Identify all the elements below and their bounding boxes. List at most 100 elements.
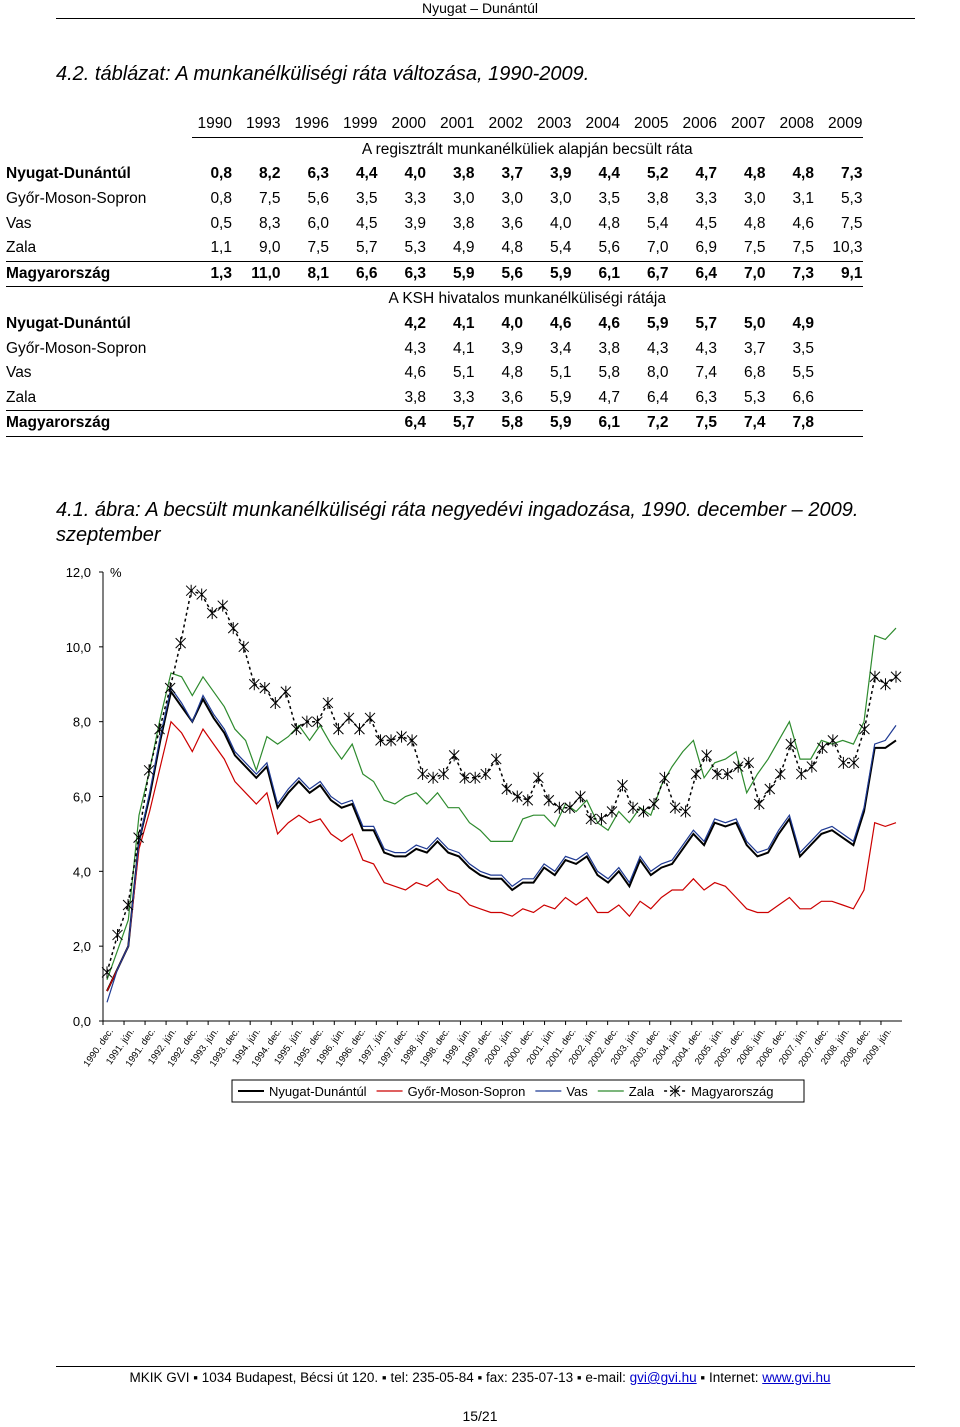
table-cell: 7,5 [307, 239, 329, 257]
data-point [659, 771, 670, 784]
table-cell [192, 361, 232, 386]
year-header: 2006 [668, 112, 717, 138]
table-cell: 4,7 [598, 388, 620, 406]
row-label: Magyarország [6, 410, 192, 437]
data-point [838, 756, 849, 769]
data-point [648, 797, 660, 810]
legend-label: Zala [629, 1084, 655, 1099]
table-cell: 5,9 [549, 388, 572, 406]
footer-internet-label: ▪ Internet: [696, 1370, 763, 1385]
table-cell: 3,6 [501, 214, 523, 232]
table-cell: 7,5 [792, 239, 814, 257]
table-cell [280, 410, 329, 437]
data-point [890, 670, 902, 683]
table-section-row: A regisztrált munkanélküliek alapján bec… [6, 137, 863, 162]
data-point [722, 768, 734, 781]
table-cell: 3,3 [695, 190, 717, 208]
data-point [606, 805, 618, 818]
data-point [396, 730, 407, 743]
data-point [711, 768, 723, 781]
table-cell [232, 336, 281, 361]
table-cell: 3,8 [404, 388, 426, 406]
table-row: Magyarország 1,3 11,0 8,1 6,6 6,3 5,9 5,6 5,9 6,1… [6, 260, 863, 288]
table-cell: 4,3 [404, 339, 426, 357]
series-line [106, 689, 897, 992]
table-cell: 6,7 [620, 260, 669, 288]
data-point [112, 928, 123, 941]
data-point [406, 734, 418, 747]
table-cell [281, 361, 330, 386]
table-cell: 7,4 [695, 364, 717, 382]
data-point [438, 768, 449, 781]
data-point [217, 599, 229, 612]
y-tick-label: 12,0 [66, 565, 91, 580]
series-line [106, 627, 897, 981]
table-cell: 7,5 [258, 190, 281, 208]
data-point [143, 764, 155, 777]
table-cell: 3,0 [549, 190, 572, 208]
table-cell: 4,8 [598, 214, 620, 232]
data-point [322, 696, 334, 709]
table-cell: 3,8 [598, 339, 620, 357]
legend-label: Győr-Moson-Sopron [408, 1084, 526, 1099]
page-number: 15/21 [462, 1408, 498, 1424]
website-link[interactable]: www.gvi.hu [762, 1370, 831, 1385]
unemployment-chart: 0,02,04,06,08,010,012,0 %1990. dec.1991. … [66, 565, 902, 1103]
data-point [564, 801, 576, 814]
table-cell: 6,6 [792, 388, 814, 406]
page-header: Nyugat – Dunántúl [422, 0, 538, 16]
table-cell: 3,0 [501, 190, 523, 208]
table-cell [814, 386, 863, 411]
table-cell [192, 336, 232, 361]
year-header: 2001 [426, 112, 475, 138]
year-header: 2000 [377, 112, 426, 138]
table-cell: 4,3 [646, 339, 669, 357]
table-cell: 3,8 [646, 190, 669, 208]
table-cell: 1,1 [210, 239, 232, 257]
table-row: Győr-Moson-Sopron 4,3 4,1 3,9 3,4 3,8 4,3 4,3 3,… [6, 336, 863, 361]
table-cell: 6,1 [571, 260, 620, 288]
year-header: 2004 [571, 112, 620, 138]
data-point [227, 622, 239, 635]
table-cell [814, 312, 863, 337]
year-header: 2007 [717, 112, 766, 138]
table-cell: 5,5 [792, 364, 814, 382]
row-label: Nyugat-Dunántúl [6, 165, 131, 183]
table-cell [281, 386, 330, 411]
table-cell: 6,8 [743, 364, 766, 382]
data-point [701, 749, 712, 762]
table-cell [232, 410, 281, 437]
data-point [596, 812, 607, 825]
data-point [364, 711, 376, 724]
legend-label: Nyugat-Dunántúl [269, 1084, 367, 1099]
header-divider [56, 18, 915, 19]
data-point [501, 783, 513, 796]
table-cell: 5,3 [840, 190, 863, 208]
section-spacer [6, 287, 192, 312]
table-cell: 6,6 [329, 260, 378, 288]
data-point [627, 801, 639, 814]
data-point [511, 790, 523, 803]
email-link[interactable]: gvi@gvi.hu [629, 1370, 697, 1385]
data-point [206, 607, 218, 620]
data-point [480, 768, 492, 781]
table-cell: 7,4 [717, 410, 766, 437]
table-cell: 3,0 [452, 190, 475, 208]
table-cell: 4,2 [404, 315, 426, 333]
table-corner [6, 112, 192, 137]
table-cell [329, 410, 378, 437]
legend-box [231, 1079, 805, 1103]
year-header: 2005 [620, 112, 669, 138]
data-point [291, 723, 302, 736]
table-cell: 7,5 [743, 239, 766, 257]
table-cell: 5,6 [474, 260, 523, 288]
section-spacer [6, 137, 192, 162]
table-cell [329, 312, 378, 337]
table-cell: 3,5 [792, 339, 814, 357]
year-header: 2009 [814, 112, 863, 138]
table-cell: 4,1 [452, 315, 475, 333]
table-cell: 4,6 [549, 315, 572, 333]
table-cell: 7,0 [646, 239, 669, 257]
data-point [122, 899, 134, 912]
data-point [859, 723, 870, 736]
